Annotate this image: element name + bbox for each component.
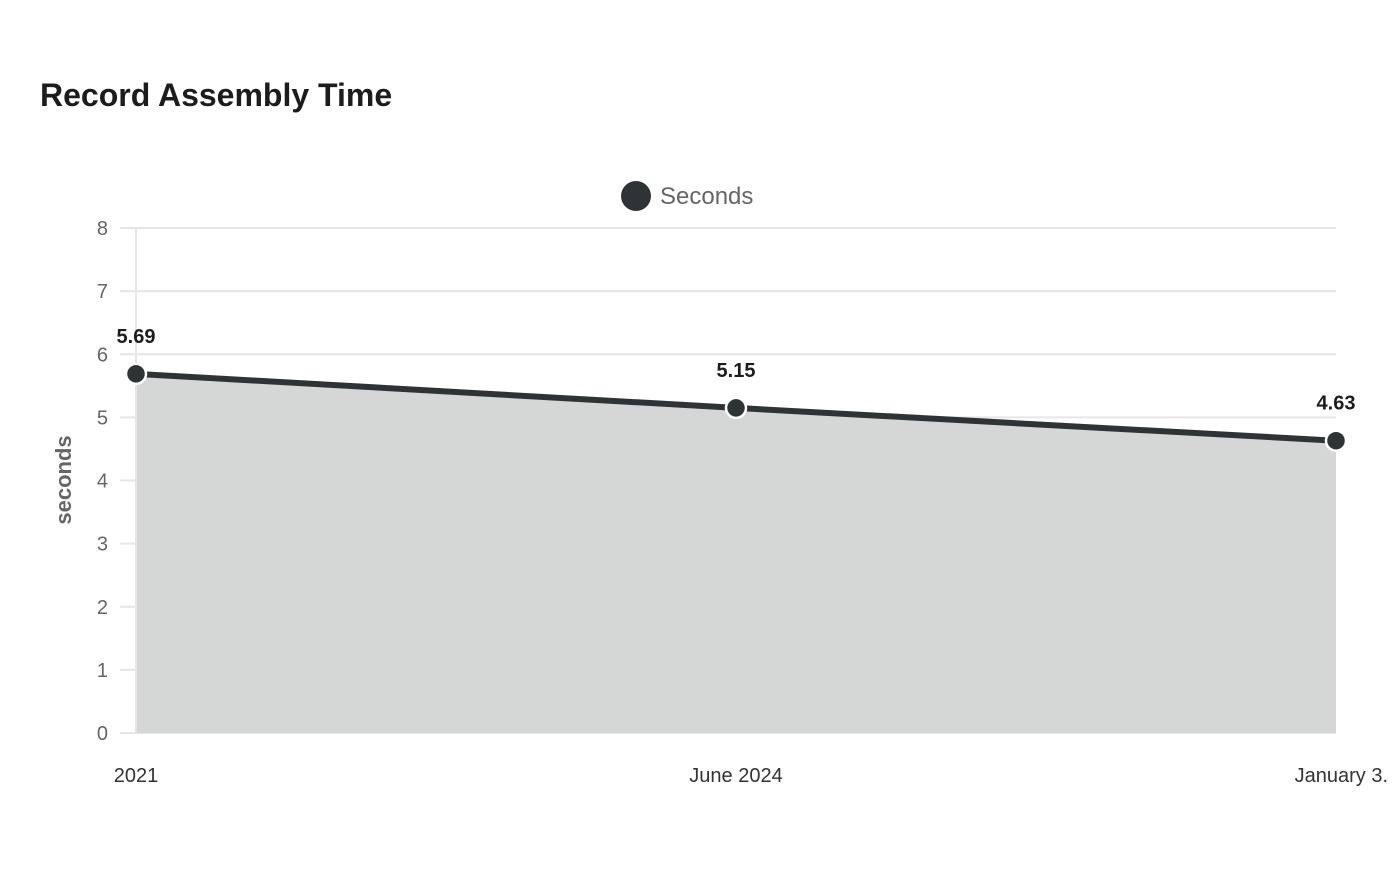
- series-area: [136, 373, 1336, 733]
- legend-label: Seconds: [660, 183, 753, 210]
- data-labels: 5.69 5.15 4.63: [117, 326, 1356, 415]
- data-label: 4.63: [1317, 393, 1356, 415]
- y-tick-label: 2: [97, 597, 108, 619]
- data-points: [124, 362, 1348, 452]
- x-tick-label: January 3.: [1295, 765, 1388, 787]
- data-label: 5.15: [717, 360, 756, 382]
- y-tick-label: 6: [97, 344, 108, 366]
- legend-marker-icon: [621, 181, 651, 211]
- data-point: [124, 362, 148, 386]
- y-tick-label: 8: [97, 218, 108, 240]
- data-label: 5.69: [117, 326, 156, 348]
- y-tick-labels: 0 1 2 3 4 5 6 7 8: [97, 218, 108, 745]
- area-layer: [136, 373, 1336, 733]
- data-point: [1324, 429, 1348, 452]
- y-axis-label: seconds: [51, 435, 76, 524]
- y-tick-label: 1: [97, 660, 108, 682]
- chart-title: Record Assembly Time: [40, 77, 392, 113]
- legend: Seconds: [621, 181, 753, 211]
- x-tick-labels: 2021 June 2024 January 3.: [114, 765, 1388, 787]
- y-tick-label: 3: [97, 534, 108, 556]
- y-tick-label: 7: [97, 281, 108, 303]
- y-tick-label: 5: [97, 407, 108, 429]
- y-tick-label: 4: [97, 471, 108, 493]
- data-point: [724, 396, 748, 420]
- y-tick-label: 0: [97, 723, 108, 745]
- x-tick-label: June 2024: [689, 765, 782, 787]
- x-tick-label: 2021: [114, 765, 159, 787]
